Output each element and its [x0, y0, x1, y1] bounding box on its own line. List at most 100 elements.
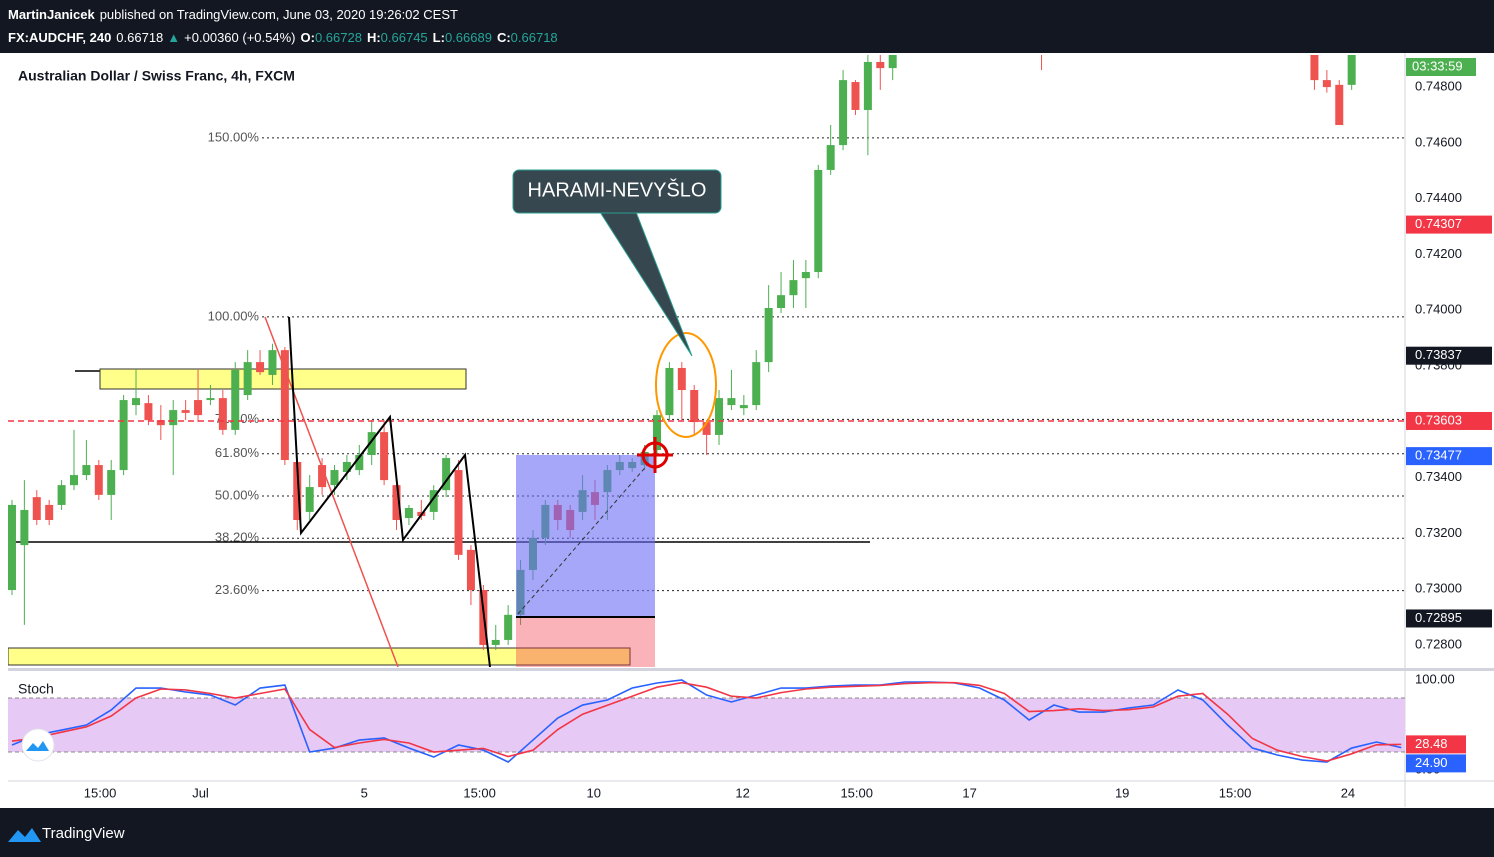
candle-body — [777, 295, 786, 309]
x-tick-label: 24 — [1341, 785, 1355, 800]
candle-body — [20, 509, 29, 546]
published: published on TradingView.com, June 03, 2… — [100, 7, 458, 22]
price-label-box — [1406, 215, 1492, 234]
ohlc-value: 0.66718 — [511, 30, 558, 45]
candle-body — [504, 614, 513, 640]
candle-body — [814, 169, 823, 273]
candle-body — [392, 485, 401, 520]
stoch-band — [8, 698, 1405, 753]
footer-brand: TradingView — [42, 825, 125, 842]
candle-body — [665, 367, 674, 416]
stop-zone — [516, 617, 655, 667]
candle-body — [268, 350, 277, 375]
price-label: 0.74307 — [1415, 216, 1462, 231]
candle-body — [653, 415, 662, 450]
highlight-ellipse — [655, 332, 717, 438]
candle-body — [764, 308, 773, 363]
candle-body — [715, 398, 724, 435]
candle-body — [876, 61, 885, 69]
candle-body — [404, 508, 413, 519]
stoch-last-label: 24.90 — [1415, 755, 1448, 770]
candle-body — [132, 398, 141, 406]
y-tick-label: 0.74000 — [1415, 302, 1462, 317]
candle-body — [429, 490, 438, 512]
candle-body — [169, 410, 178, 426]
candle-body — [367, 432, 376, 456]
candle-body — [119, 400, 128, 471]
drawings-over: HARAMI-NEVYŠLO — [264, 169, 722, 667]
stoch-last-box — [1406, 735, 1466, 754]
stoch-tick-label: 100.00 — [1415, 671, 1455, 686]
stoch-last-label: 28.48 — [1415, 736, 1448, 751]
countdown: 03:33:59 — [1412, 58, 1463, 73]
candle-body — [82, 465, 91, 476]
candle-body — [8, 504, 16, 591]
header-bar — [0, 0, 1494, 53]
candle-body — [727, 398, 736, 406]
candle-body — [305, 487, 314, 512]
logo-badge — [21, 728, 55, 762]
candle-body — [218, 398, 227, 430]
candle-body — [677, 367, 686, 391]
price-label: 0.72895 — [1415, 610, 1462, 625]
candle-body — [1335, 84, 1344, 126]
candle-body — [851, 82, 860, 110]
candle-body — [206, 398, 215, 401]
fib-label: 61.80% — [215, 445, 260, 460]
candle-body — [32, 497, 41, 520]
price-axis: 0.728000.730000.732000.734000.736000.738… — [1406, 58, 1492, 651]
zone — [8, 647, 631, 666]
y-tick-label: 0.72800 — [1415, 636, 1462, 651]
candle-body — [243, 362, 252, 396]
symbol: FX:AUDCHF, 240 — [8, 30, 111, 45]
y-tick-label: 0.73200 — [1415, 525, 1462, 540]
candle-body — [702, 422, 711, 435]
candles — [8, 55, 1405, 650]
x-tick-label: 15:00 — [1219, 785, 1252, 800]
callout-text: HARAMI-NEVYŠLO — [528, 178, 707, 201]
stoch-last-box — [1406, 754, 1466, 773]
candle-body — [231, 369, 240, 430]
ohlc-key: O: — [300, 30, 314, 45]
x-tick-label: 19 — [1115, 785, 1129, 800]
candle-body — [342, 461, 351, 473]
change: +0.00360 (+0.54%) — [184, 30, 295, 45]
candle-body — [355, 455, 364, 471]
candle-body — [330, 470, 339, 486]
y-tick-label: 0.73000 — [1415, 581, 1462, 596]
arrow: ▲ — [167, 30, 180, 45]
y-tick-label: 0.74600 — [1415, 134, 1462, 149]
candle-body — [1322, 80, 1331, 88]
ohlc-value: 0.66728 — [315, 30, 362, 45]
candle-body — [318, 465, 327, 488]
candle-body — [491, 639, 500, 645]
ohlc-key: L: — [433, 30, 445, 45]
x-tick-label: 15:00 — [84, 785, 117, 800]
price-label-box — [1406, 411, 1492, 430]
candle-body — [69, 475, 78, 486]
logo-badge-icon — [26, 741, 49, 751]
candle-body — [789, 280, 798, 296]
x-tick-label: 15:00 — [840, 785, 873, 800]
fib-label: 38.20% — [215, 530, 260, 545]
candle-body — [144, 403, 153, 421]
publish-line: MartinJanicek published on TradingView.co… — [8, 7, 458, 22]
chart-title: Australian Dollar / Swiss Franc, 4h, FXC… — [18, 68, 295, 84]
candle-body — [839, 80, 848, 146]
position-path — [517, 461, 651, 615]
ohlc-value: 0.66689 — [445, 30, 492, 45]
stoch-line — [11, 681, 1402, 762]
ohlc-key: C: — [497, 30, 511, 45]
x-tick-label: 10 — [587, 785, 601, 800]
footer-bar — [0, 808, 1494, 857]
candle-body — [57, 485, 66, 505]
candle-body — [442, 458, 451, 491]
stoch-line — [11, 679, 1402, 763]
candle-body — [454, 470, 463, 555]
candle-body — [1310, 55, 1319, 81]
fib-label: 23.60% — [215, 582, 260, 597]
footer-logo — [8, 828, 41, 842]
y-tick-label: 0.74200 — [1415, 246, 1462, 261]
ohlc-value: 0.66745 — [381, 30, 428, 45]
